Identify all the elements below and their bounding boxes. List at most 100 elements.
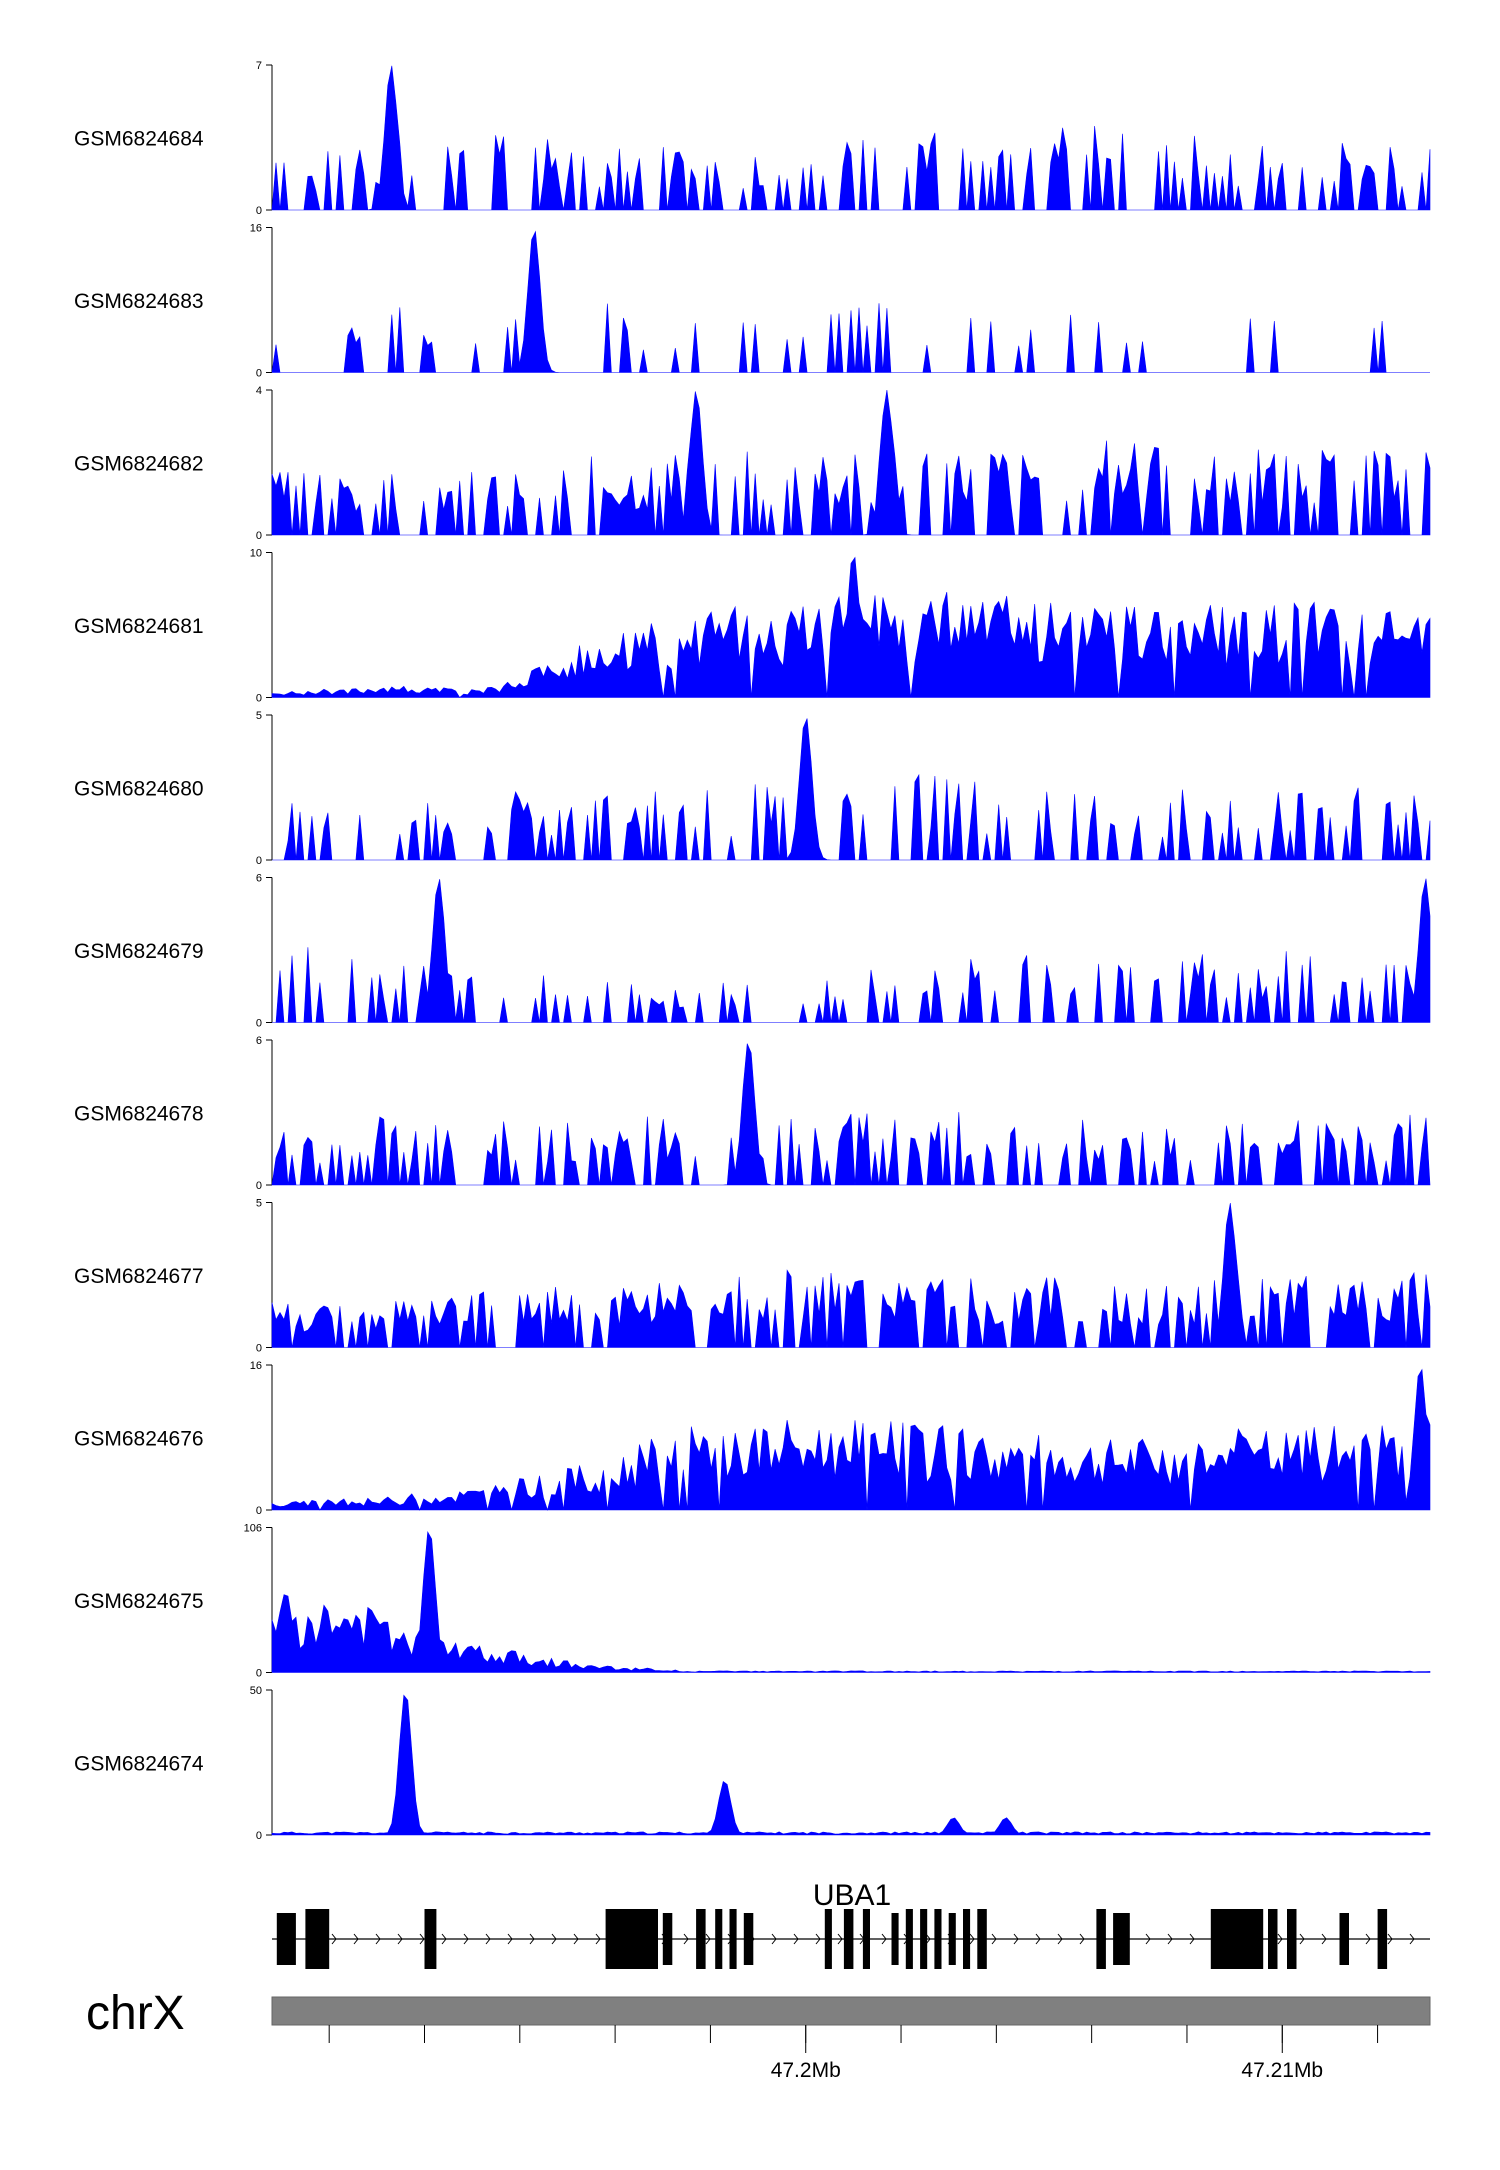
y-min-label: 0: [256, 1018, 262, 1030]
exon: [729, 1909, 737, 1969]
strand-arrow: [991, 1933, 997, 1945]
track-GSM6824683: GSM6824683 16 0: [74, 223, 1430, 380]
track-GSM6824682: GSM6824682 4 0: [74, 385, 1431, 542]
strand-arrow: [1299, 1933, 1305, 1945]
strand-arrow: [1145, 1933, 1151, 1945]
exon: [920, 1909, 928, 1969]
track-label: GSM6824676: [74, 1428, 204, 1451]
y-max-label: 106: [244, 1523, 262, 1535]
track-label: GSM6824683: [74, 290, 204, 313]
y-min-label: 0: [256, 1505, 262, 1517]
strand-arrow: [881, 1933, 887, 1945]
strand-arrow: [529, 1933, 535, 1945]
y-min-label: 0: [256, 693, 262, 705]
track-GSM6824675: GSM6824675 106 0: [74, 1523, 1431, 1680]
track-GSM6824677: GSM6824677 5 0: [74, 1198, 1431, 1355]
strand-arrow: [375, 1933, 381, 1945]
y-max-label: 5: [256, 1198, 262, 1210]
strand-arrow: [815, 1933, 821, 1945]
strand-arrow: [705, 1933, 711, 1945]
exon: [696, 1909, 706, 1969]
track-label: GSM6824674: [74, 1753, 204, 1776]
strand-arrow: [419, 1933, 425, 1945]
track-label: GSM6824679: [74, 940, 204, 963]
strand-arrow: [551, 1933, 557, 1945]
track-label: GSM6824675: [74, 1590, 204, 1613]
genomic-coordinate-axis: 47.2Mb 47.21Mb: [328, 2025, 1379, 2082]
exon: [843, 1909, 854, 1969]
exon: [715, 1909, 723, 1969]
y-max-label: 50: [250, 1685, 262, 1697]
strand-arrow: [1167, 1933, 1173, 1945]
strand-arrow: [463, 1933, 469, 1945]
exon: [891, 1913, 899, 1965]
y-min-label: 0: [256, 1668, 262, 1680]
y-min-label: 0: [256, 1343, 262, 1355]
strand-arrow: [683, 1933, 689, 1945]
y-max-label: 6: [256, 1035, 262, 1047]
strand-arrow: [1277, 1933, 1283, 1945]
strand-arrow: [441, 1933, 447, 1945]
strand-arrow: [485, 1933, 491, 1945]
y-min-label: 0: [256, 855, 262, 867]
strand-arrow: [771, 1933, 777, 1945]
exon: [1377, 1909, 1388, 1969]
y-min-label: 0: [256, 205, 262, 217]
chromosome-label: chrX: [86, 1987, 185, 2040]
strand-arrow: [1079, 1933, 1085, 1945]
exon: [977, 1909, 987, 1969]
track-GSM6824679: GSM6824679 6 0: [74, 873, 1431, 1030]
track-label: GSM6824682: [74, 453, 204, 476]
track-GSM6824676: GSM6824676 16 0: [74, 1360, 1431, 1517]
exon: [424, 1909, 437, 1969]
coverage-area: [271, 1531, 1431, 1673]
gene-annotation-track: UBA1: [272, 1879, 1430, 1969]
coverage-area: [272, 718, 1431, 861]
exon: [276, 1913, 296, 1965]
track-label: GSM6824681: [74, 615, 204, 638]
gene-model: [272, 1909, 1430, 1969]
exon: [862, 1909, 870, 1969]
strand-arrow: [1321, 1933, 1327, 1945]
strand-arrow: [969, 1933, 975, 1945]
exon: [743, 1913, 754, 1965]
strand-arrow: [1365, 1933, 1371, 1945]
y-max-label: 16: [250, 1360, 262, 1372]
exon: [1268, 1909, 1278, 1969]
x-tick-label: 47.21Mb: [1241, 2059, 1323, 2082]
track-GSM6824680: GSM6824680 5 0: [74, 710, 1431, 867]
strand-arrow: [595, 1933, 601, 1945]
strand-arrow: [1035, 1933, 1041, 1945]
exon: [948, 1913, 956, 1965]
y-min-label: 0: [256, 1830, 262, 1842]
y-max-label: 5: [256, 710, 262, 722]
exon: [1287, 1909, 1297, 1969]
track-label: GSM6824678: [74, 1103, 204, 1126]
strand-arrow: [793, 1933, 799, 1945]
coverage-area: [271, 65, 1431, 211]
coverage-area: [271, 230, 1430, 373]
y-max-label: 6: [256, 873, 262, 885]
coverage-area: [271, 1043, 1431, 1186]
exon: [662, 1913, 673, 1965]
track-GSM6824674: GSM6824674 50 0: [74, 1685, 1431, 1842]
exon: [305, 1909, 330, 1969]
y-min-label: 0: [256, 530, 262, 542]
gene-label: UBA1: [813, 1879, 891, 1912]
strand-arrow: [837, 1933, 843, 1945]
track-label: GSM6824684: [74, 128, 204, 151]
track-label: GSM6824680: [74, 778, 204, 801]
chromosome-bar: [271, 1996, 1431, 2026]
coverage-area: [272, 878, 1431, 1023]
exon: [1096, 1909, 1106, 1969]
exon: [605, 1909, 658, 1969]
y-max-label: 7: [256, 60, 262, 72]
exon: [934, 1909, 942, 1969]
strand-arrow: [1057, 1933, 1063, 1945]
coverage-area: [271, 390, 1431, 536]
coverage-area: [271, 1202, 1431, 1348]
chromosome-track: chrX 47.2Mb 47.21Mb: [86, 1987, 1431, 2082]
strand-arrow: [573, 1933, 579, 1945]
strand-arrow: [1013, 1933, 1019, 1945]
